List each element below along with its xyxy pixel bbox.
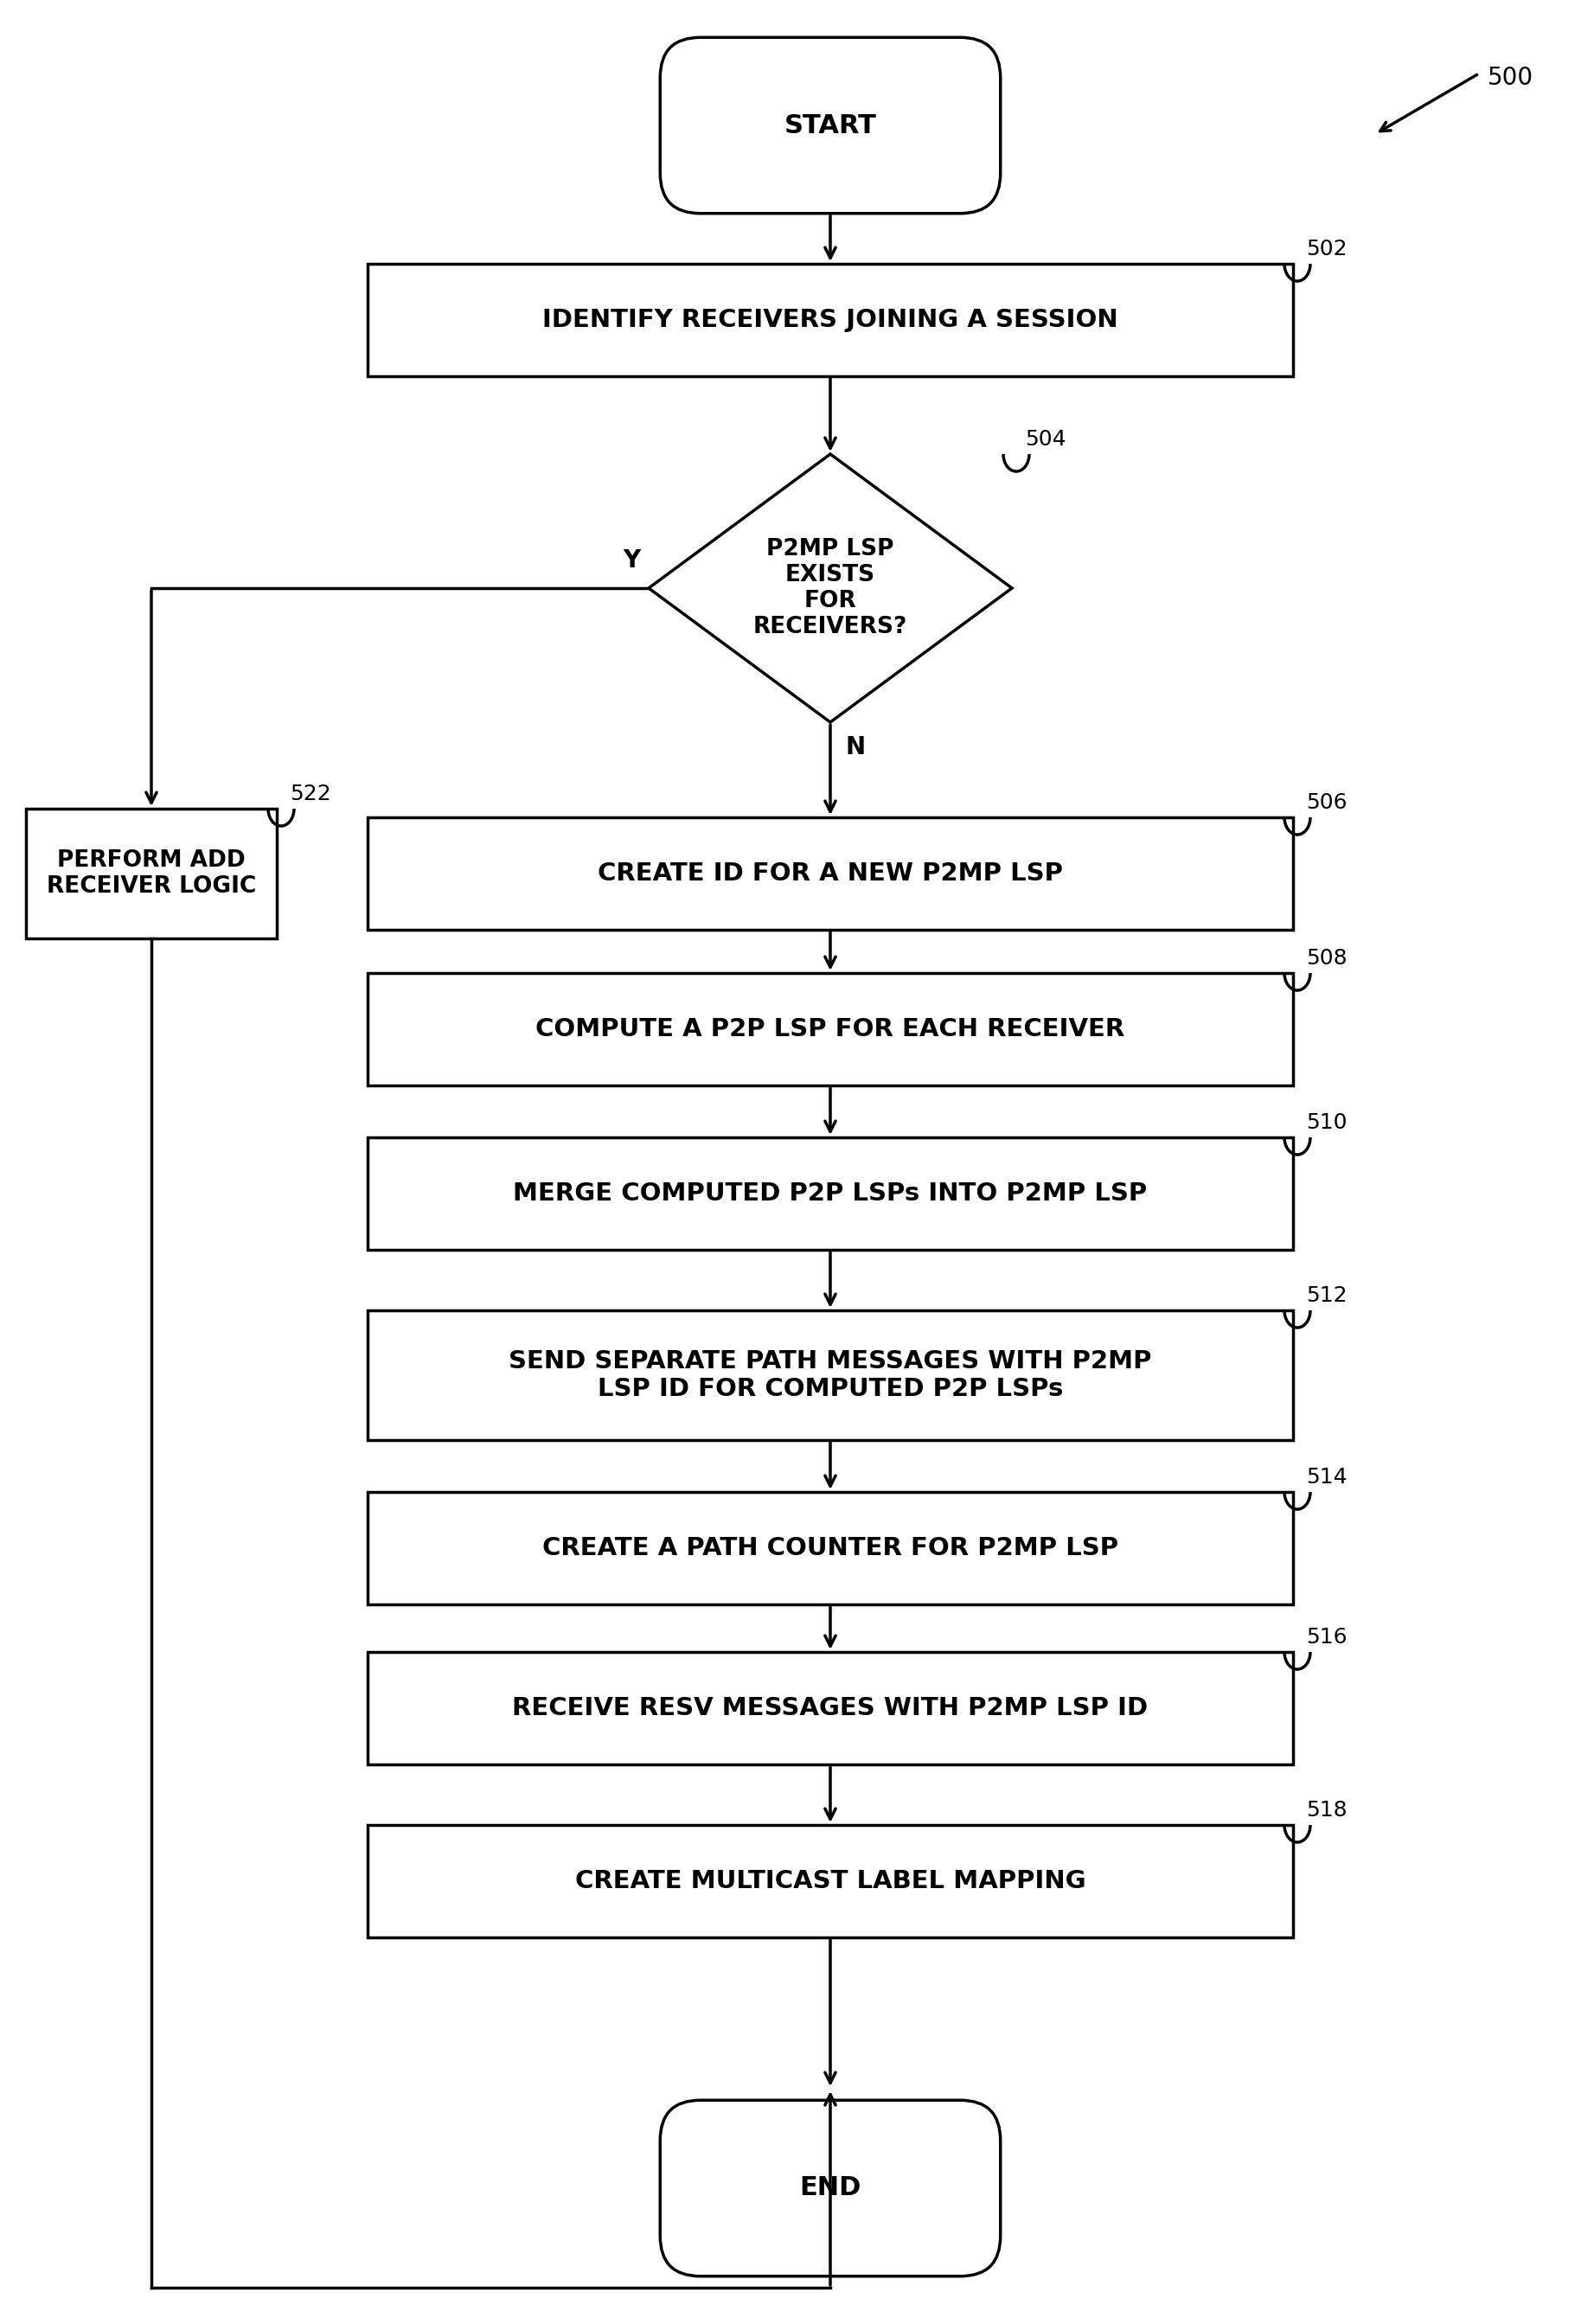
Text: RECEIVE RESV MESSAGES WITH P2MP LSP ID: RECEIVE RESV MESSAGES WITH P2MP LSP ID bbox=[512, 1697, 1148, 1720]
Bar bbox=[368, 1492, 1293, 1604]
Bar bbox=[368, 974, 1293, 1085]
Text: PERFORM ADD
RECEIVER LOGIC: PERFORM ADD RECEIVER LOGIC bbox=[46, 848, 257, 897]
Text: 508: 508 bbox=[1305, 948, 1347, 969]
Text: 514: 514 bbox=[1305, 1466, 1347, 1487]
Text: 518: 518 bbox=[1305, 1799, 1347, 1820]
Text: COMPUTE A P2P LSP FOR EACH RECEIVER: COMPUTE A P2P LSP FOR EACH RECEIVER bbox=[536, 1018, 1125, 1041]
Text: N: N bbox=[846, 734, 866, 760]
Text: START: START bbox=[784, 114, 877, 137]
Bar bbox=[26, 809, 277, 939]
Text: CREATE MULTICAST LABEL MAPPING: CREATE MULTICAST LABEL MAPPING bbox=[575, 1868, 1086, 1894]
Bar bbox=[368, 1311, 1293, 1441]
Text: 502: 502 bbox=[1305, 239, 1347, 260]
Bar bbox=[368, 265, 1293, 376]
Text: P2MP LSP
EXISTS
FOR
RECEIVERS?: P2MP LSP EXISTS FOR RECEIVERS? bbox=[752, 537, 907, 639]
Text: 500: 500 bbox=[1487, 65, 1533, 91]
Text: IDENTIFY RECEIVERS JOINING A SESSION: IDENTIFY RECEIVERS JOINING A SESSION bbox=[542, 307, 1117, 332]
Bar bbox=[368, 1824, 1293, 1938]
Bar bbox=[368, 818, 1293, 930]
Text: 510: 510 bbox=[1305, 1113, 1347, 1134]
Text: 506: 506 bbox=[1305, 792, 1347, 813]
FancyBboxPatch shape bbox=[660, 37, 1001, 214]
Text: 504: 504 bbox=[1025, 430, 1066, 451]
Text: 512: 512 bbox=[1305, 1285, 1347, 1306]
Text: END: END bbox=[800, 2175, 861, 2201]
Text: 516: 516 bbox=[1305, 1627, 1347, 1648]
Text: CREATE A PATH COUNTER FOR P2MP LSP: CREATE A PATH COUNTER FOR P2MP LSP bbox=[542, 1536, 1119, 1559]
Text: CREATE ID FOR A NEW P2MP LSP: CREATE ID FOR A NEW P2MP LSP bbox=[598, 862, 1063, 885]
Bar bbox=[368, 1136, 1293, 1250]
Polygon shape bbox=[649, 453, 1012, 723]
Bar bbox=[368, 1652, 1293, 1764]
Text: Y: Y bbox=[623, 548, 641, 572]
Text: SEND SEPARATE PATH MESSAGES WITH P2MP
LSP ID FOR COMPUTED P2P LSPs: SEND SEPARATE PATH MESSAGES WITH P2MP LS… bbox=[508, 1348, 1152, 1401]
FancyBboxPatch shape bbox=[660, 2101, 1001, 2275]
Text: MERGE COMPUTED P2P LSPs INTO P2MP LSP: MERGE COMPUTED P2P LSPs INTO P2MP LSP bbox=[513, 1181, 1148, 1206]
Text: 522: 522 bbox=[290, 783, 332, 804]
